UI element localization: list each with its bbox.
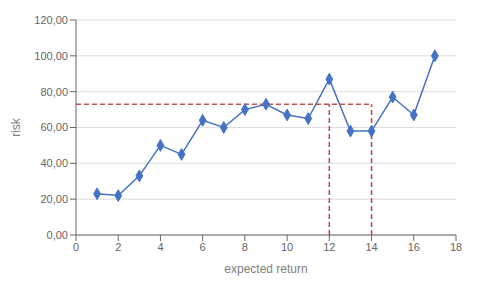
- svg-text:10: 10: [281, 241, 293, 253]
- svg-text:2: 2: [115, 241, 121, 253]
- svg-text:8: 8: [242, 241, 248, 253]
- svg-text:0: 0: [73, 241, 79, 253]
- svg-text:6: 6: [200, 241, 206, 253]
- svg-text:risk: risk: [9, 117, 23, 137]
- svg-text:14: 14: [365, 241, 377, 253]
- svg-text:12: 12: [323, 241, 335, 253]
- svg-text:20,00: 20,00: [40, 193, 68, 205]
- svg-text:80,00: 80,00: [40, 86, 68, 98]
- svg-text:18: 18: [450, 241, 462, 253]
- svg-text:60,00: 60,00: [40, 121, 68, 133]
- svg-text:100,00: 100,00: [34, 50, 68, 62]
- svg-text:0,00: 0,00: [47, 229, 68, 241]
- svg-text:4: 4: [157, 241, 163, 253]
- svg-text:expected return: expected return: [224, 262, 307, 276]
- svg-text:120,00: 120,00: [34, 14, 68, 26]
- svg-text:40,00: 40,00: [40, 157, 68, 169]
- svg-text:16: 16: [408, 241, 420, 253]
